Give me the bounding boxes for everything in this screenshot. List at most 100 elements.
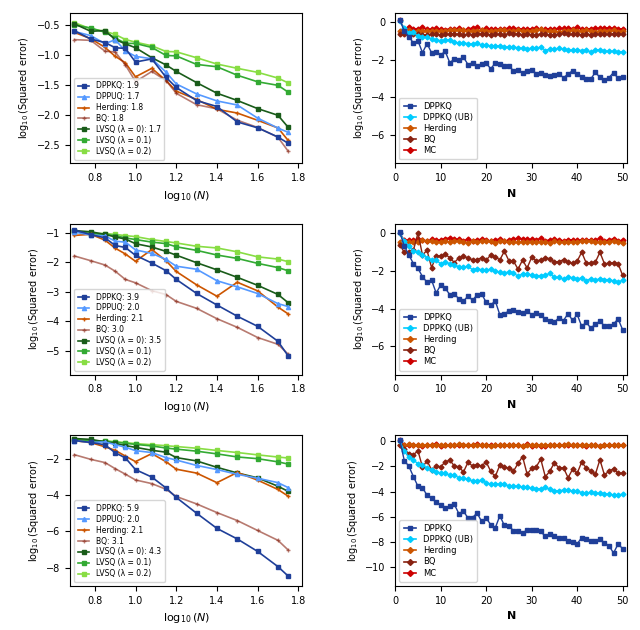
- BQ: [600, 30, 608, 38]
- Herding: [550, 238, 558, 245]
- Herding: [514, 26, 522, 34]
- BQ: [478, 30, 486, 38]
- DPPKQ: [401, 27, 408, 35]
- BQ: [605, 31, 613, 38]
- BQ: [446, 254, 454, 261]
- Herding: [573, 442, 581, 449]
- Herding: [405, 238, 413, 245]
- DPPKQ: [423, 40, 431, 47]
- MC: [468, 237, 476, 244]
- MC: [500, 238, 508, 245]
- MC: [405, 442, 413, 449]
- MC: [455, 25, 463, 32]
- DPPKQ (UB): [483, 42, 490, 49]
- DPPKQ (UB): [451, 261, 458, 269]
- DPPKQ (UB): [505, 43, 513, 51]
- MC: [550, 25, 558, 33]
- BQ: [509, 467, 517, 475]
- MC: [483, 25, 490, 32]
- DPPKQ (UB): [405, 453, 413, 461]
- DPPKQ (UB): [396, 229, 404, 237]
- DPPKQ: [487, 301, 495, 309]
- BQ: [483, 30, 490, 38]
- Herding: [401, 441, 408, 449]
- DPPKQ (UB): [419, 462, 426, 469]
- DPPKQ (UB): [537, 272, 545, 279]
- DPPKQ (UB): [492, 480, 499, 488]
- DPPKQ: [460, 54, 467, 61]
- MC: [455, 442, 463, 449]
- DPPKQ (UB): [505, 268, 513, 276]
- BQ: [455, 463, 463, 471]
- MC: [514, 442, 522, 449]
- MC: [528, 25, 536, 33]
- Herding: [401, 238, 408, 246]
- DPPKQ (UB): [614, 278, 622, 286]
- BQ: [419, 464, 426, 471]
- BQ: [419, 31, 426, 38]
- BQ: [509, 30, 517, 38]
- DPPKQ (UB): [528, 484, 536, 492]
- MC: [600, 441, 608, 449]
- MC: [414, 441, 422, 449]
- Herding: [451, 26, 458, 34]
- Herding: [587, 238, 595, 245]
- BQ: [564, 259, 572, 266]
- BQ: [537, 256, 545, 264]
- DPPKQ (UB): [541, 272, 549, 279]
- Herding: [468, 441, 476, 449]
- MC: [410, 441, 417, 449]
- BQ: [414, 447, 422, 454]
- MC: [528, 442, 536, 449]
- DPPKQ: [432, 498, 440, 506]
- MC: [514, 235, 522, 243]
- Herding: [478, 26, 486, 34]
- BQ: [455, 254, 463, 261]
- DPPKQ: [532, 70, 540, 77]
- DPPKQ (UB): [396, 437, 404, 445]
- Line: DPPKQ (UB): DPPKQ (UB): [398, 20, 625, 54]
- DPPKQ (UB): [437, 37, 445, 44]
- DPPKQ (UB): [464, 476, 472, 483]
- BQ: [559, 30, 567, 37]
- MC: [619, 442, 627, 449]
- MC: [432, 440, 440, 448]
- DPPKQ: [532, 309, 540, 317]
- DPPKQ (UB): [473, 477, 481, 484]
- MC: [460, 441, 467, 449]
- DPPKQ: [455, 510, 463, 517]
- DPPKQ (UB): [596, 275, 604, 282]
- DPPKQ: [524, 526, 531, 534]
- DPPKQ: [514, 308, 522, 316]
- BQ: [528, 253, 536, 261]
- DPPKQ (UB): [541, 47, 549, 54]
- Y-axis label: $\log_{10}$(Squared error): $\log_{10}$(Squared error): [27, 459, 41, 561]
- Herding: [532, 26, 540, 34]
- BQ: [596, 248, 604, 256]
- DPPKQ (UB): [578, 274, 586, 282]
- BQ: [569, 466, 577, 473]
- Line: Herding: Herding: [398, 239, 625, 244]
- Herding: [468, 238, 476, 245]
- Herding: [419, 441, 426, 449]
- MC: [619, 25, 627, 33]
- Herding: [614, 441, 622, 449]
- BQ: [505, 30, 513, 37]
- Herding: [614, 238, 622, 246]
- Herding: [582, 237, 590, 244]
- DPPKQ (UB): [532, 485, 540, 493]
- DPPKQ (UB): [505, 483, 513, 490]
- DPPKQ: [569, 67, 577, 74]
- MC: [537, 234, 545, 242]
- DPPKQ (UB): [528, 44, 536, 52]
- DPPKQ (UB): [483, 479, 490, 486]
- DPPKQ (UB): [519, 45, 527, 52]
- BQ: [546, 467, 554, 475]
- DPPKQ: [550, 532, 558, 540]
- MC: [423, 238, 431, 245]
- Herding: [519, 238, 527, 246]
- BQ: [492, 253, 499, 260]
- Herding: [528, 442, 536, 449]
- Herding: [500, 26, 508, 34]
- DPPKQ (UB): [550, 487, 558, 495]
